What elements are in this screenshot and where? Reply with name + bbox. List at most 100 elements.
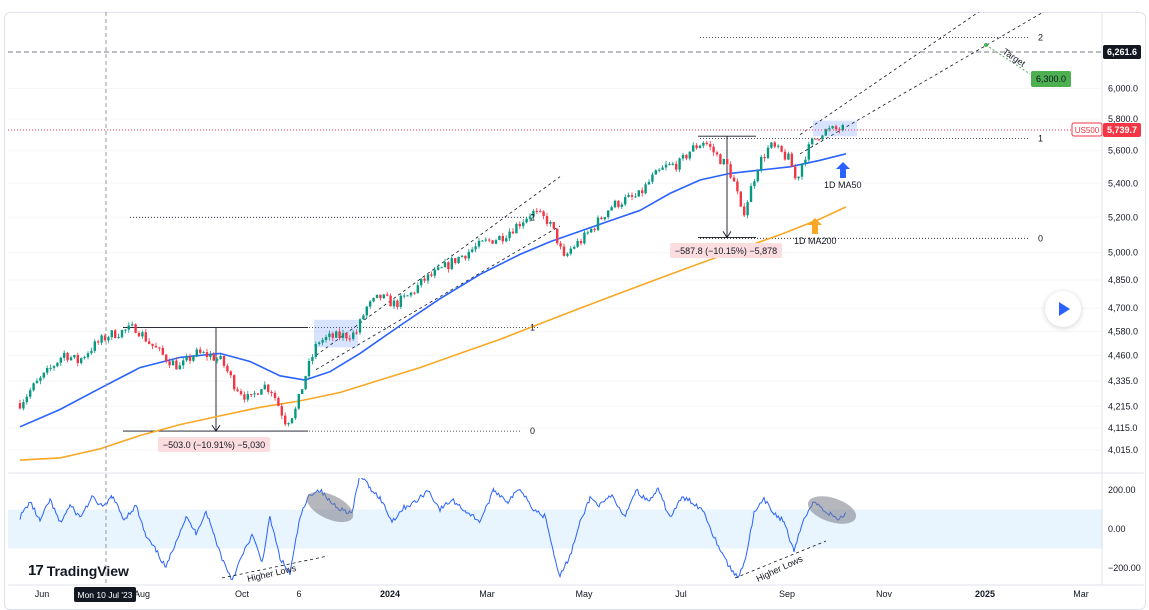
candle-body <box>627 195 630 198</box>
candle-body <box>256 393 260 395</box>
candles <box>18 123 844 427</box>
candle-body <box>154 345 158 348</box>
price-axis[interactable]: 6,000.0 5,800.0 5,600.0 5,400.0 5,200.0 5,000… <box>1108 84 1138 456</box>
candle-body <box>318 342 321 344</box>
candle-body <box>794 166 797 179</box>
candle-body <box>695 145 698 149</box>
candle-body <box>630 195 634 197</box>
svg-text:6,261.6: 6,261.6 <box>1107 47 1137 57</box>
candle-body <box>719 154 722 165</box>
ma50-line <box>19 153 847 428</box>
candle-body <box>76 355 79 364</box>
candle-body <box>304 376 307 390</box>
price-tick-label: 5,400.0 <box>1108 178 1138 188</box>
candle-body <box>817 138 821 140</box>
candle-body <box>243 394 246 400</box>
candle-body <box>494 240 498 244</box>
candle-body <box>773 142 776 147</box>
candle-body <box>134 324 137 333</box>
candle-body <box>501 235 504 242</box>
candle-body <box>321 339 324 343</box>
time-tick-label: Aug <box>134 589 150 599</box>
candle-body <box>807 144 810 160</box>
candle-body <box>484 239 487 241</box>
candle-body <box>35 380 39 384</box>
candle-body <box>430 274 433 276</box>
channel-lower-2023 <box>315 225 561 370</box>
candle-body <box>732 177 736 182</box>
candle-body <box>824 129 827 136</box>
target-label: 6,300.0 <box>1036 74 1066 84</box>
price-tick-label: 4,580.0 <box>1108 327 1138 337</box>
candle-body <box>477 240 481 247</box>
symbol-label: US500 <box>1071 122 1103 137</box>
svg-text:5,739.7: 5,739.7 <box>1107 125 1137 135</box>
target-price-label: 6,261.6 <box>1103 45 1141 59</box>
candle-body <box>90 350 93 354</box>
candle-body <box>556 228 559 244</box>
candle-body <box>49 367 52 369</box>
time-tick-label: Jun <box>35 589 50 599</box>
drop-label-2024: −587.8 (−10.15%) −5,878 <box>675 246 777 256</box>
candle-body <box>372 298 375 302</box>
ma50-arrow-icon <box>836 162 850 178</box>
candle-body <box>406 295 409 297</box>
play-button[interactable] <box>1045 291 1081 327</box>
price-grid <box>8 88 1102 451</box>
candle-body <box>175 360 178 370</box>
higher-lows-line-2023 <box>221 555 329 579</box>
target-path <box>985 44 1031 75</box>
candle-body <box>454 258 457 263</box>
price-tick-label: 5,200.0 <box>1108 212 1138 222</box>
candle-body <box>437 267 440 270</box>
candle-body <box>692 145 695 152</box>
candle-body <box>59 357 62 363</box>
candle-body <box>528 216 532 219</box>
candle-body <box>233 375 236 390</box>
drop-label-2023: −503.0 (−10.91%) −5,030 <box>163 440 265 450</box>
candle-body <box>158 347 161 349</box>
candle-body <box>403 295 406 297</box>
candle-body <box>56 362 59 367</box>
candle-body <box>141 332 144 337</box>
candle-body <box>535 210 538 212</box>
candle-body <box>280 406 283 416</box>
ma200-arrow-icon <box>808 218 822 234</box>
candle-body <box>80 358 83 364</box>
cci-axis[interactable]: 200.00 0.00 −200.00 <box>1108 485 1141 573</box>
candle-body <box>328 333 331 337</box>
candle-body <box>375 294 379 298</box>
candle-body <box>382 294 385 299</box>
candle-body <box>202 352 205 354</box>
candle-body <box>324 337 328 340</box>
candle-body <box>222 356 226 366</box>
candle-body <box>579 241 583 244</box>
candle-body <box>107 337 110 341</box>
ma50-callout: 1D MA50 <box>824 180 862 190</box>
candle-body <box>103 335 107 341</box>
candle-body <box>709 144 712 147</box>
candle-body <box>715 152 719 155</box>
candle-body <box>277 398 280 406</box>
candle-body <box>777 145 780 147</box>
candle-body <box>753 181 756 187</box>
candle-body <box>120 330 124 338</box>
candle-body <box>726 159 729 165</box>
candle-body <box>634 196 637 198</box>
candle-body <box>746 202 749 216</box>
candle-body <box>573 246 576 249</box>
tradingview-brand[interactable]: 17 TradingView <box>28 562 129 579</box>
candle-body <box>811 138 814 145</box>
ma50-path <box>19 153 847 428</box>
candle-body <box>600 217 603 220</box>
candle-body <box>590 228 593 233</box>
time-axis[interactable]: Jun Aug Oct 6 2024 Mar May Jul Sep Nov 2025 Mar <box>35 589 1089 599</box>
candle-body <box>651 174 654 182</box>
candle-body <box>270 392 273 393</box>
candle-body <box>443 262 447 268</box>
candle-body <box>137 333 141 337</box>
candle-body <box>539 211 542 213</box>
higher-lows-label-2024: Higher Lows <box>755 553 805 583</box>
time-tick-label: Mar <box>479 589 495 599</box>
